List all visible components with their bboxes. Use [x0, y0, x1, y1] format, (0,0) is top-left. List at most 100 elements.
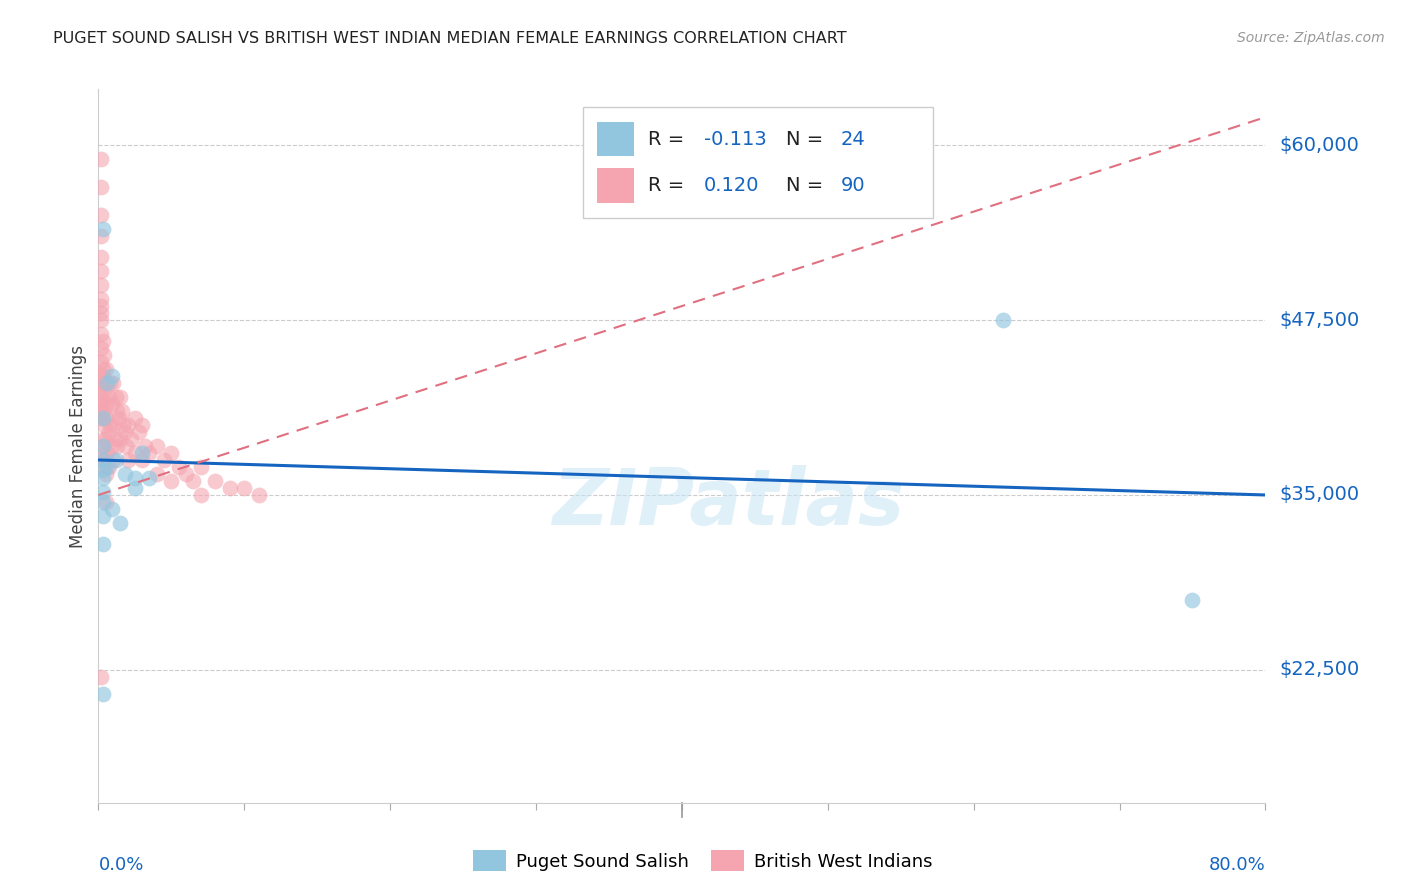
Text: $35,000: $35,000 [1279, 485, 1360, 505]
Text: 24: 24 [841, 129, 865, 149]
Point [190, 488, 212, 502]
Point [94, 362, 117, 376]
Point [97, 425, 120, 439]
Point [96, 376, 118, 390]
Point [90, 404, 112, 418]
Point [91, 439, 114, 453]
Point [93, 417, 115, 432]
Point [124, 471, 146, 485]
Text: 80.0%: 80.0% [1209, 856, 1265, 874]
Point [90, 670, 112, 684]
Point [90, 383, 112, 397]
Point [91, 362, 114, 376]
Point [138, 471, 160, 485]
Point [110, 432, 132, 446]
Point [190, 460, 212, 475]
Point [104, 390, 127, 404]
Text: ZIPatlas: ZIPatlas [553, 465, 904, 541]
Bar [596, 169, 634, 202]
Point [91, 411, 114, 425]
Point [91, 376, 114, 390]
Text: 90: 90 [841, 176, 865, 195]
Point [111, 404, 134, 418]
Point [90, 341, 112, 355]
Point [90, 278, 112, 293]
Point [104, 432, 127, 446]
Point [98, 376, 121, 390]
Point [124, 446, 146, 460]
Point [91, 495, 114, 509]
Point [90, 355, 112, 369]
Point [91, 411, 114, 425]
Point [105, 439, 128, 453]
Point [110, 516, 132, 530]
Text: 0.120: 0.120 [704, 176, 759, 195]
Point [90, 313, 112, 327]
Text: PUGET SOUND SALISH VS BRITISH WEST INDIAN MEDIAN FEMALE EARNINGS CORRELATION CHA: PUGET SOUND SALISH VS BRITISH WEST INDIA… [53, 31, 846, 46]
Point [91, 334, 114, 348]
Point [120, 432, 142, 446]
Point [124, 481, 146, 495]
Point [90, 180, 112, 194]
Point [90, 292, 112, 306]
Point [93, 383, 115, 397]
Point [115, 439, 138, 453]
Text: 0.0%: 0.0% [98, 856, 143, 874]
Point [93, 348, 115, 362]
Point [91, 687, 114, 701]
Point [91, 222, 114, 236]
Point [138, 446, 160, 460]
Bar [582, 107, 932, 218]
Point [131, 446, 153, 460]
Point [96, 411, 118, 425]
Point [204, 474, 226, 488]
Point [91, 453, 114, 467]
Point [90, 229, 112, 244]
Point [160, 474, 183, 488]
Point [131, 453, 153, 467]
Point [131, 417, 153, 432]
Point [90, 369, 112, 384]
Point [117, 417, 139, 432]
Text: Source: ZipAtlas.com: Source: ZipAtlas.com [1237, 31, 1385, 45]
Point [93, 453, 115, 467]
Text: $47,500: $47,500 [1279, 310, 1360, 329]
Point [90, 376, 112, 390]
Point [100, 397, 122, 411]
Point [90, 306, 112, 320]
Point [96, 376, 118, 390]
Legend: Puget Sound Salish, British West Indians: Puget Sound Salish, British West Indians [465, 843, 941, 879]
Point [146, 467, 169, 481]
Point [91, 460, 114, 475]
Point [91, 485, 114, 500]
Point [1181, 593, 1204, 607]
Point [174, 467, 197, 481]
Point [124, 411, 146, 425]
Point [101, 453, 124, 467]
Point [90, 397, 112, 411]
Point [100, 369, 122, 384]
Point [117, 453, 139, 467]
Point [91, 508, 114, 523]
Point [91, 369, 114, 384]
Point [104, 453, 127, 467]
Point [233, 481, 256, 495]
Point [247, 488, 270, 502]
Point [90, 299, 112, 313]
Point [90, 264, 112, 278]
Point [90, 152, 112, 166]
Point [94, 467, 117, 481]
Point [110, 390, 132, 404]
Text: R =: R = [648, 129, 690, 149]
Point [114, 425, 136, 439]
Point [153, 453, 176, 467]
Point [91, 463, 114, 477]
Y-axis label: Median Female Earnings: Median Female Earnings [69, 344, 87, 548]
Point [112, 417, 135, 432]
Point [91, 446, 114, 460]
Point [90, 208, 112, 222]
Point [94, 397, 117, 411]
Point [128, 425, 150, 439]
Point [134, 439, 156, 453]
Point [90, 390, 112, 404]
